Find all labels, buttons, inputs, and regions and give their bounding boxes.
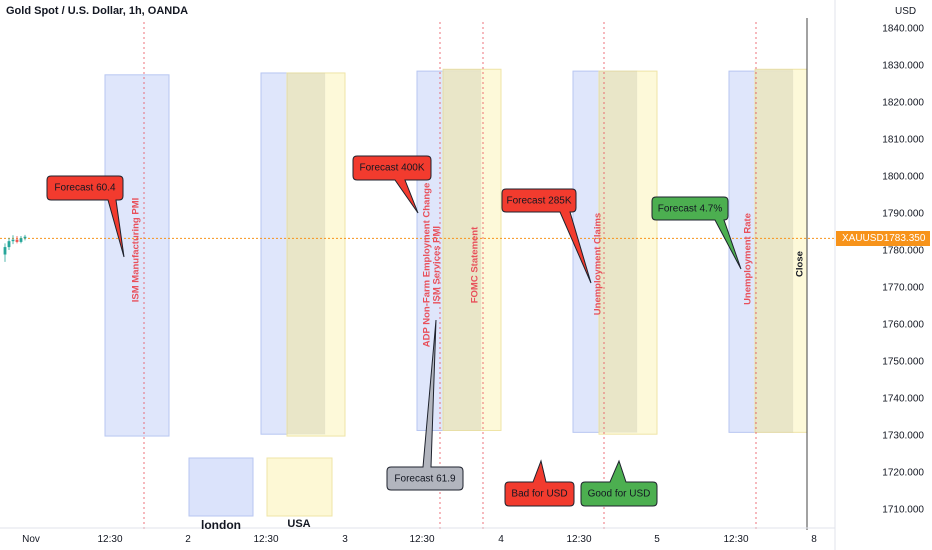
y-tick-label: 1810.000 [882,134,924,146]
event-label-fomc: FOMC Statement [469,226,481,304]
london-session-box [104,74,170,437]
key-good-for-usd [580,459,658,507]
event-label-claims: Unemployment Claims [592,212,604,316]
session-overlap [287,72,325,435]
candle-body [3,247,7,255]
session-overlap [755,69,793,433]
y-tick-label: 1720.000 [882,467,924,479]
x-tick-label: 12:30 [723,534,749,545]
key-bad-for-usd-text: Bad for USD [511,488,568,500]
callout-forecast-ism-manufacturing [46,175,125,258]
price-badge-value: 1783.350 [883,233,926,244]
price-badge: XAUUSD 1783.350 [836,231,930,246]
usa-session-box [442,68,502,431]
event-label-ism-services: ISM Services PMI [431,225,443,305]
candle-body [15,239,19,242]
session-overlap [599,71,637,433]
x-tick-label: 12:30 [409,534,435,545]
x-tick-label: 2 [185,534,191,545]
y-tick-label: 1750.000 [882,356,924,368]
callout-forecast-unemployment-rate [651,196,742,270]
x-tick-label: 12:30 [566,534,592,545]
session-overlap [443,69,481,431]
y-tick-label: 1790.000 [882,208,924,220]
y-tick-label: 1760.000 [882,319,924,331]
usa-session-box [754,68,808,433]
candle-body [19,238,23,242]
event-label-close: Close [794,251,806,277]
y-tick-label: 1730.000 [882,430,924,442]
x-tick-label: 12:30 [97,534,123,545]
chart-title: Gold Spot / U.S. Dollar, 1h, OANDA [6,5,189,17]
callout-forecast-claims-text: Forecast 285K [506,195,572,206]
y-tick-label: 1830.000 [882,60,924,72]
callout-forecast-ism-manufacturing-text: Forecast 60.4 [54,182,116,194]
callout-forecast-adp [352,155,432,214]
event-label-ism-manufacturing: ISM Manufacturing PMI [130,197,142,303]
y-tick-label: 1800.000 [882,171,924,183]
key-bad-for-usd [504,459,575,507]
callout-forecast-unemployment-rate-text: Forecast 4.7% [657,203,723,214]
candle-body [11,239,15,242]
price-badge-symbol: XAUUSD [842,233,884,244]
x-tick-label: 12:30 [253,534,279,545]
y-tick-label: 1780.000 [882,245,924,257]
y-tick-label: 1820.000 [882,97,924,109]
y-tick-label: 1840.000 [882,23,924,34]
currency-label: USD [895,6,917,17]
candle-body [23,236,27,239]
x-tick-label: 4 [498,534,504,545]
key-good-for-usd-text: Good for USD [587,488,651,500]
callout-forecast-ism-services-text: Forecast 61.9 [394,473,456,484]
callout-forecast-claims [501,188,592,284]
legend-london-label: london [201,518,241,532]
x-tick-label: Nov [22,534,40,545]
callout-forecast-adp-text: Forecast 400K [359,162,425,174]
callout-forecast-ism-services [386,319,464,491]
legend-usa-box [266,457,333,517]
x-tick-label: 8 [811,534,817,545]
y-tick-label: 1710.000 [882,504,924,516]
usa-session-box [286,72,346,437]
legend-usa-label: USA [287,518,311,530]
y-tick-label: 1770.000 [882,282,924,294]
candle-body [7,241,11,248]
x-tick-label: 3 [342,534,348,545]
legend-london-box [188,457,254,517]
x-tick-label: 5 [654,534,660,545]
event-label-unemployment-rate: Unemployment Rate [742,213,754,305]
usa-session-box [598,70,658,435]
y-tick-label: 1740.000 [882,393,924,405]
